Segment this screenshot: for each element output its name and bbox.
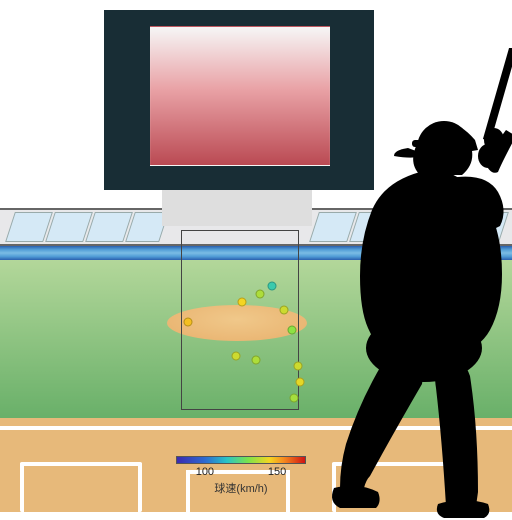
scoreboard-pedestal [162, 190, 312, 226]
colorbar-label: 球速(km/h) [176, 480, 306, 496]
pitch-dot [232, 352, 241, 361]
pitch-dot [280, 306, 289, 315]
pitch-dot [256, 290, 265, 299]
batter-silhouette [300, 48, 512, 520]
colorbar-tick: 100 [196, 466, 214, 478]
pitch-dot [290, 394, 299, 403]
colorbar [176, 456, 306, 464]
pitch-dot [252, 356, 261, 365]
pitch-dot [238, 298, 247, 307]
strike-zone [181, 230, 299, 410]
pitch-dot [184, 318, 193, 327]
pitch-dot [288, 326, 297, 335]
pitch-location-chart: 100 150 球速(km/h) [0, 0, 512, 512]
pitch-dot [268, 282, 277, 291]
colorbar-tick: 150 [268, 466, 286, 478]
batter-box-left [20, 462, 142, 512]
